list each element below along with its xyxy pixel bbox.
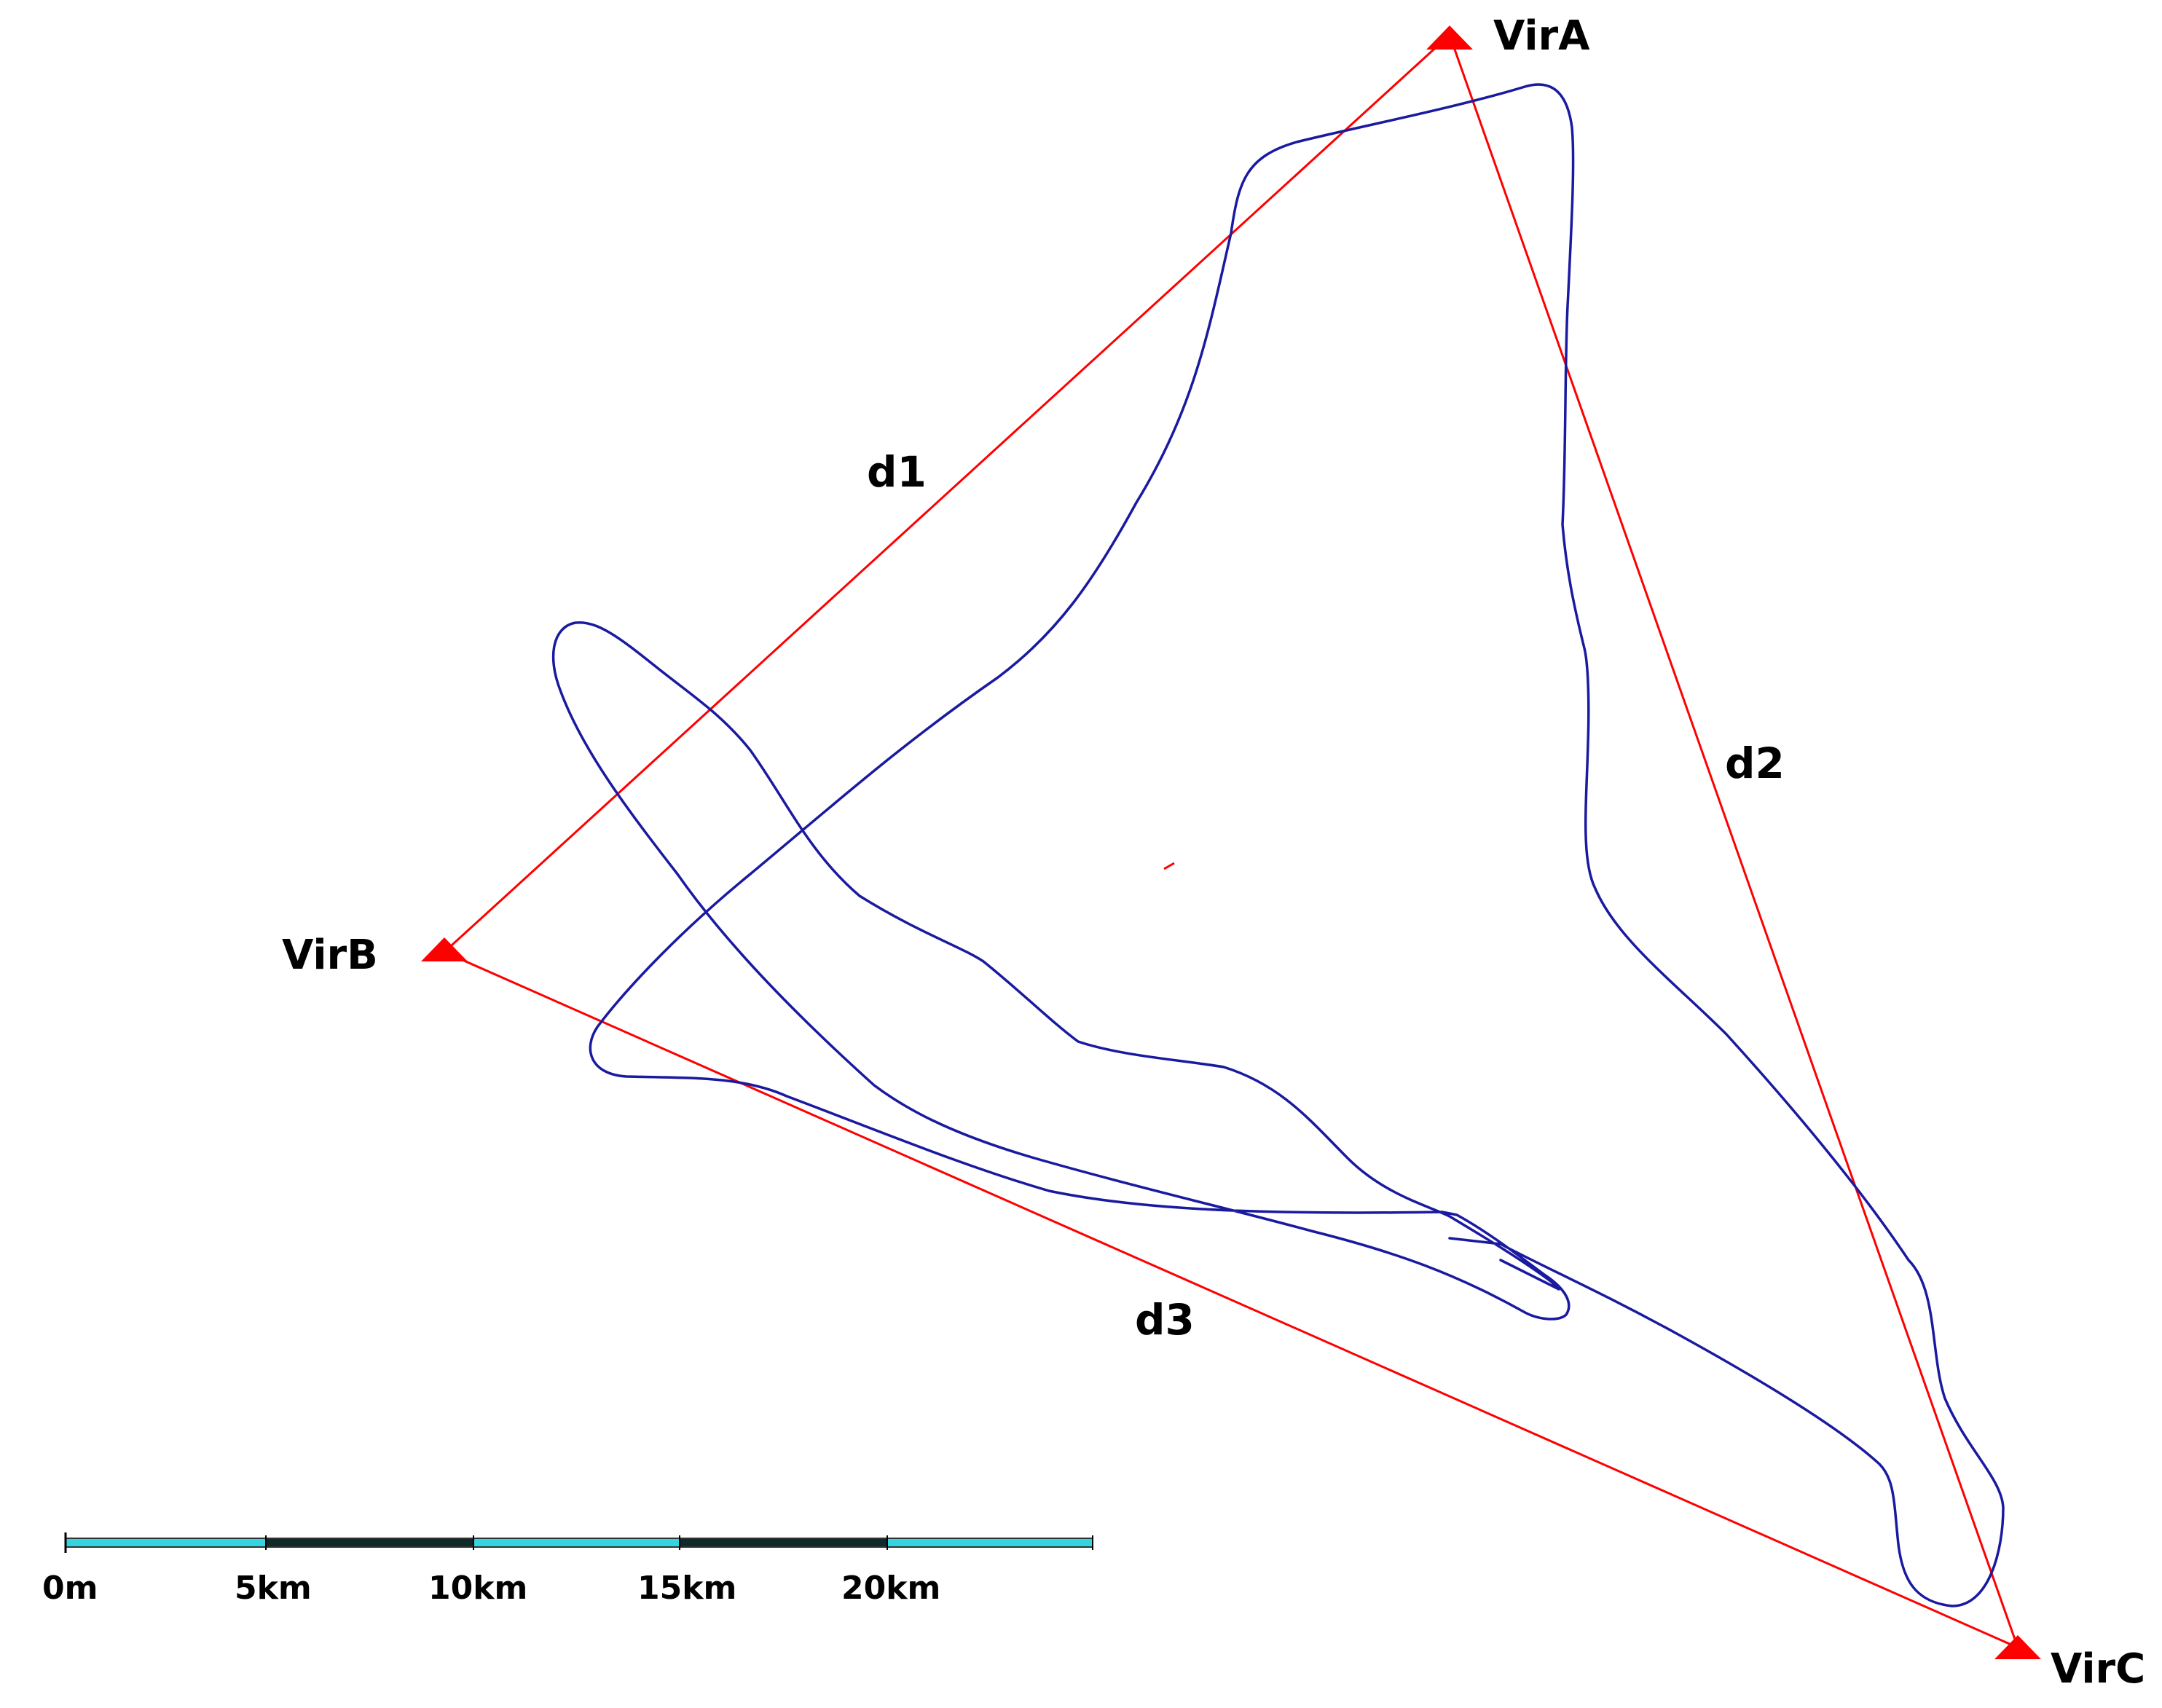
map-mark (1163, 862, 1175, 870)
baseline-label-d2: d2 (1725, 739, 1785, 788)
station-b[interactable]: VirB (282, 932, 468, 979)
scale-label-20: 20km (841, 1570, 940, 1607)
baseline-d3 (444, 951, 2018, 1649)
red-triangle-icon (1994, 1635, 2041, 1659)
scale-segment (265, 1538, 474, 1548)
scale-label-10: 10km (428, 1570, 527, 1607)
station-label-b: VirB (282, 932, 378, 979)
baseline-d1 (443, 34, 1451, 953)
scale-label-0: 0m (42, 1570, 98, 1607)
baseline-label-d1: d1 (867, 447, 927, 497)
scale-segment (679, 1538, 888, 1548)
flight-track (551, 83, 2005, 1607)
scale-segment (887, 1538, 1093, 1548)
stations: VirA VirB VirC (282, 12, 2145, 1693)
scale-bar: 0m 5km 10km 15km 20km (42, 1532, 1093, 1607)
station-c[interactable]: VirC (1994, 1635, 2145, 1693)
scale-segment (65, 1538, 267, 1548)
baselines (443, 34, 2019, 1649)
station-label-c: VirC (2051, 1645, 2145, 1693)
scale-label-5: 5km (235, 1570, 312, 1607)
red-triangle-icon (421, 937, 468, 961)
station-label-a: VirA (1493, 12, 1590, 60)
scale-segment (473, 1538, 680, 1548)
red-triangle-icon (1426, 25, 1473, 50)
baseline-d2 (1448, 34, 2019, 1648)
scale-label-15: 15km (637, 1570, 736, 1607)
baseline-label-d3: d3 (1135, 1295, 1195, 1345)
station-a[interactable]: VirA (1426, 12, 1590, 60)
baseline-labels: d1 d2 d3 (867, 447, 1785, 1345)
